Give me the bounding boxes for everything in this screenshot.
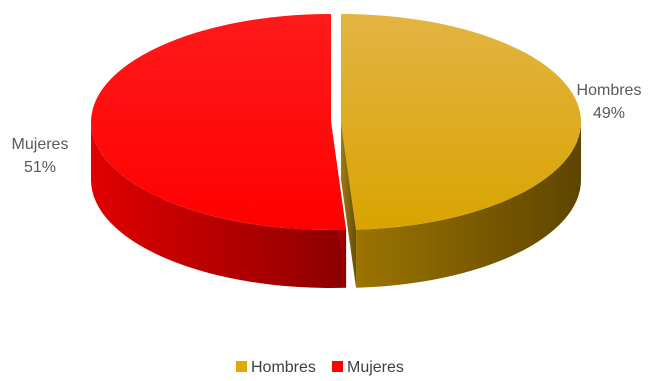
data-label-mujeres: Mujeres 51% <box>12 136 69 176</box>
legend-label: Mujeres <box>347 359 404 376</box>
data-label-value: 49% <box>593 105 625 122</box>
pie-slice-cut-hombres <box>341 122 357 288</box>
legend-swatch <box>236 361 247 372</box>
legend-label: Hombres <box>251 359 316 376</box>
pie-slice-hombres <box>341 14 581 230</box>
pie-slice-mujeres <box>90 14 347 231</box>
legend-swatch <box>332 361 343 372</box>
legend-item-hombres: Hombres <box>236 359 316 376</box>
legend-item-mujeres: Mujeres <box>332 359 404 376</box>
data-labels: Hombres 49% Mujeres 51% <box>12 82 642 176</box>
pie-slice-side-mujeres <box>91 122 347 288</box>
data-label-hombres: Hombres 49% <box>577 82 642 122</box>
data-label-category: Mujeres <box>12 136 69 153</box>
legend: Hombres Mujeres <box>236 359 404 376</box>
data-label-value: 51% <box>24 159 56 176</box>
data-label-category: Hombres <box>577 82 642 99</box>
pie-slice-side-hombres <box>356 122 581 288</box>
pie-slices <box>90 14 581 288</box>
